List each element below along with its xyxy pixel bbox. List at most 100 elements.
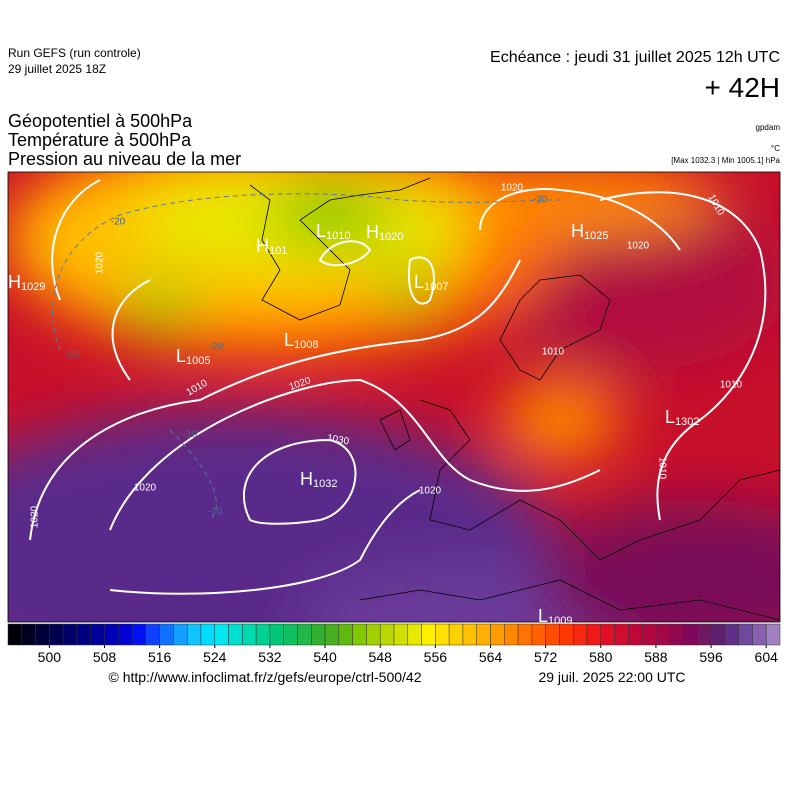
colorbar-swatch [338, 623, 353, 646]
colorbar-swatch [283, 623, 298, 646]
colorbar-tick-label: 500 [38, 649, 62, 665]
colorbar-swatch [324, 623, 340, 646]
colorbar-tick-label: 588 [644, 649, 668, 665]
colorbar-swatch [90, 623, 105, 646]
colorbar-tick-label: 596 [699, 649, 723, 665]
pressure-center: L1302 [665, 407, 700, 428]
isobar-label: 1020 [30, 505, 41, 528]
coastlines [249, 177, 780, 621]
colorbar-swatch [7, 623, 23, 646]
title-1: Géopotentiel à 500hPa [8, 111, 193, 131]
center-letter: L [414, 272, 424, 292]
colorbar-swatch [655, 623, 670, 646]
colorbar-swatch [710, 623, 726, 646]
colorbar-swatch [200, 623, 216, 646]
colorbar-swatch [600, 623, 615, 646]
run-date: 29 juillet 2025 18Z [8, 62, 106, 76]
center-value: 1008 [294, 339, 318, 351]
center-letter: H [300, 469, 313, 489]
pressure-center: L1008 [284, 330, 319, 351]
colorbar-swatch [531, 623, 546, 646]
isobars [29, 179, 767, 595]
colorbar-swatch [738, 623, 753, 646]
colorbar-swatch [159, 623, 174, 646]
colorbar-swatch [697, 623, 712, 646]
colorbar-swatch [586, 623, 602, 646]
center-value: 1032 [313, 478, 337, 490]
colorbar-tick-label: 564 [479, 649, 503, 665]
colorbar-tick-label: 508 [93, 649, 117, 665]
colorbar-swatch [173, 623, 188, 646]
colorbar-swatch [311, 623, 326, 646]
colorbar-tick-label: 548 [369, 649, 393, 665]
center-value: 101 [269, 245, 287, 257]
isobar-label: 1020 [419, 486, 442, 497]
colorbar-tick-label: 556 [424, 649, 448, 665]
isobar-label: 1010 [656, 457, 667, 480]
colorbar-swatch [49, 623, 64, 646]
colorbar-swatch [765, 623, 781, 646]
colorbar-swatch [35, 623, 50, 646]
colorbar-swatch [641, 623, 657, 646]
colorbar-swatch [545, 623, 560, 646]
colorbar-swatch [131, 623, 147, 646]
colorbar-swatch [76, 623, 91, 646]
pressure-center: L1007 [414, 272, 449, 293]
isobar-label: 1010 [542, 347, 565, 358]
isobar-label: 1020 [627, 241, 650, 252]
map [8, 172, 780, 622]
colorbar-swatch [352, 623, 367, 646]
colorbar-swatch [669, 623, 684, 646]
colorbar-swatch [228, 623, 243, 646]
center-letter: L [665, 407, 675, 427]
center-letter: L [176, 346, 186, 366]
colorbar-swatch [683, 623, 698, 646]
colorbar-swatch [145, 623, 160, 646]
isobar-label: 1030 [326, 433, 350, 448]
valid-time: Echéance : jeudi 31 juillet 2025 12h UTC [490, 49, 780, 66]
pressure-center: H101 [256, 236, 287, 257]
colorbar-swatch [476, 623, 491, 646]
isotherm-label: -20 [533, 195, 548, 206]
isotherm-label: -20 [209, 342, 224, 353]
center-letter: L [284, 330, 294, 350]
colorbar-tick-label: 540 [313, 649, 337, 665]
colorbar-swatch [517, 623, 533, 646]
pressure-center: H1020 [366, 222, 403, 243]
center-value: 1020 [379, 231, 403, 243]
colorbar-swatch [752, 623, 767, 646]
colorbar-swatch [614, 623, 629, 646]
isobar-label: 1020 [134, 483, 157, 494]
center-letter: H [8, 272, 21, 292]
isotherm-label: -20 [66, 350, 81, 361]
colorbar-swatch [559, 623, 574, 646]
colorbar-swatch [504, 623, 519, 646]
pressure-center: H1032 [300, 469, 337, 490]
center-letter: H [571, 221, 584, 241]
colorbar-tick-label: 532 [258, 649, 282, 665]
isobar-label: 1020 [95, 251, 106, 274]
colorbar-swatch [214, 623, 229, 646]
colorbar-swatch [490, 623, 505, 646]
pressure-range: [Max 1032.3 | Min 1005.1] hPa [671, 156, 780, 165]
colorbar-swatch [572, 623, 588, 646]
unit-celsius: °C [771, 144, 780, 153]
isotherms [52, 193, 561, 521]
pressure-center: H1025 [571, 221, 608, 242]
colorbar-swatch [186, 623, 202, 646]
center-letter: L [538, 606, 548, 626]
colorbar-tick-label: 580 [589, 649, 613, 665]
colorbar-swatch [435, 623, 450, 646]
center-letter: L [316, 221, 326, 241]
colorbar-swatch [62, 623, 78, 646]
pressure-center: H1029 [8, 272, 45, 293]
colorbar-swatch [366, 623, 381, 646]
colorbar-swatch [297, 623, 312, 646]
colorbar-tick-label: 516 [148, 649, 172, 665]
colorbar-swatch [269, 623, 284, 646]
center-value: 1029 [21, 281, 45, 293]
center-letter: H [256, 236, 269, 256]
center-value: 1005 [186, 355, 210, 367]
colorbar-swatch [462, 623, 477, 646]
